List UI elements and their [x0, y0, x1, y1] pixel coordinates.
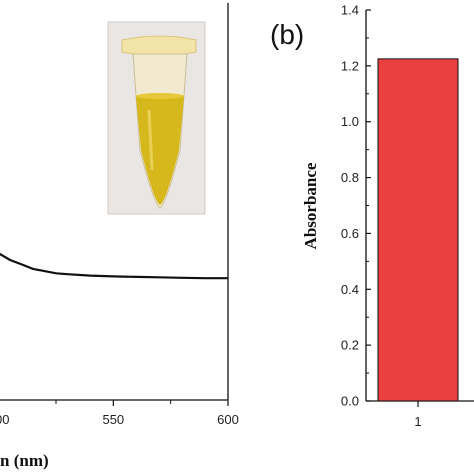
panel-b-y-tick-label: 0.2 — [341, 338, 359, 353]
panel-b-y-tick-label: 0.8 — [341, 170, 359, 185]
panel-a-x-tick-label: 550 — [102, 412, 124, 427]
panel-a-spectrum-line — [0, 252, 228, 280]
panel-b: 0.0 0.2 0.4 0.6 0.8 1.0 1.2 1.4 1 Absorbance — [301, 3, 474, 429]
panel-b-y-tick-label: 1.2 — [341, 58, 359, 73]
panel-b-bar — [377, 58, 459, 402]
panel-b-y-tick-label: 1.0 — [341, 114, 359, 129]
panel-b-label: (b) — [270, 19, 304, 50]
panel-b-y-tick-label: 1.4 — [341, 3, 359, 18]
panel-b-y-tick-label: 0.4 — [341, 282, 359, 297]
panel-a-x-axis-title: n (nm) — [0, 451, 49, 470]
panel-b-y-axis-title: Absorbance — [301, 162, 320, 249]
tube-photo-inset — [107, 21, 206, 215]
panel-a-x-tick-label: 600 — [217, 412, 239, 427]
panel-a: 500 550 600 n (nm) — [0, 3, 239, 470]
panel-a-x-tick-label: 500 — [0, 412, 10, 427]
panel-b-x-tick-label: 1 — [414, 414, 421, 429]
panel-b-y-tick-label: 0.6 — [341, 226, 359, 241]
panel-b-y-tick-label: 0.0 — [341, 394, 359, 409]
